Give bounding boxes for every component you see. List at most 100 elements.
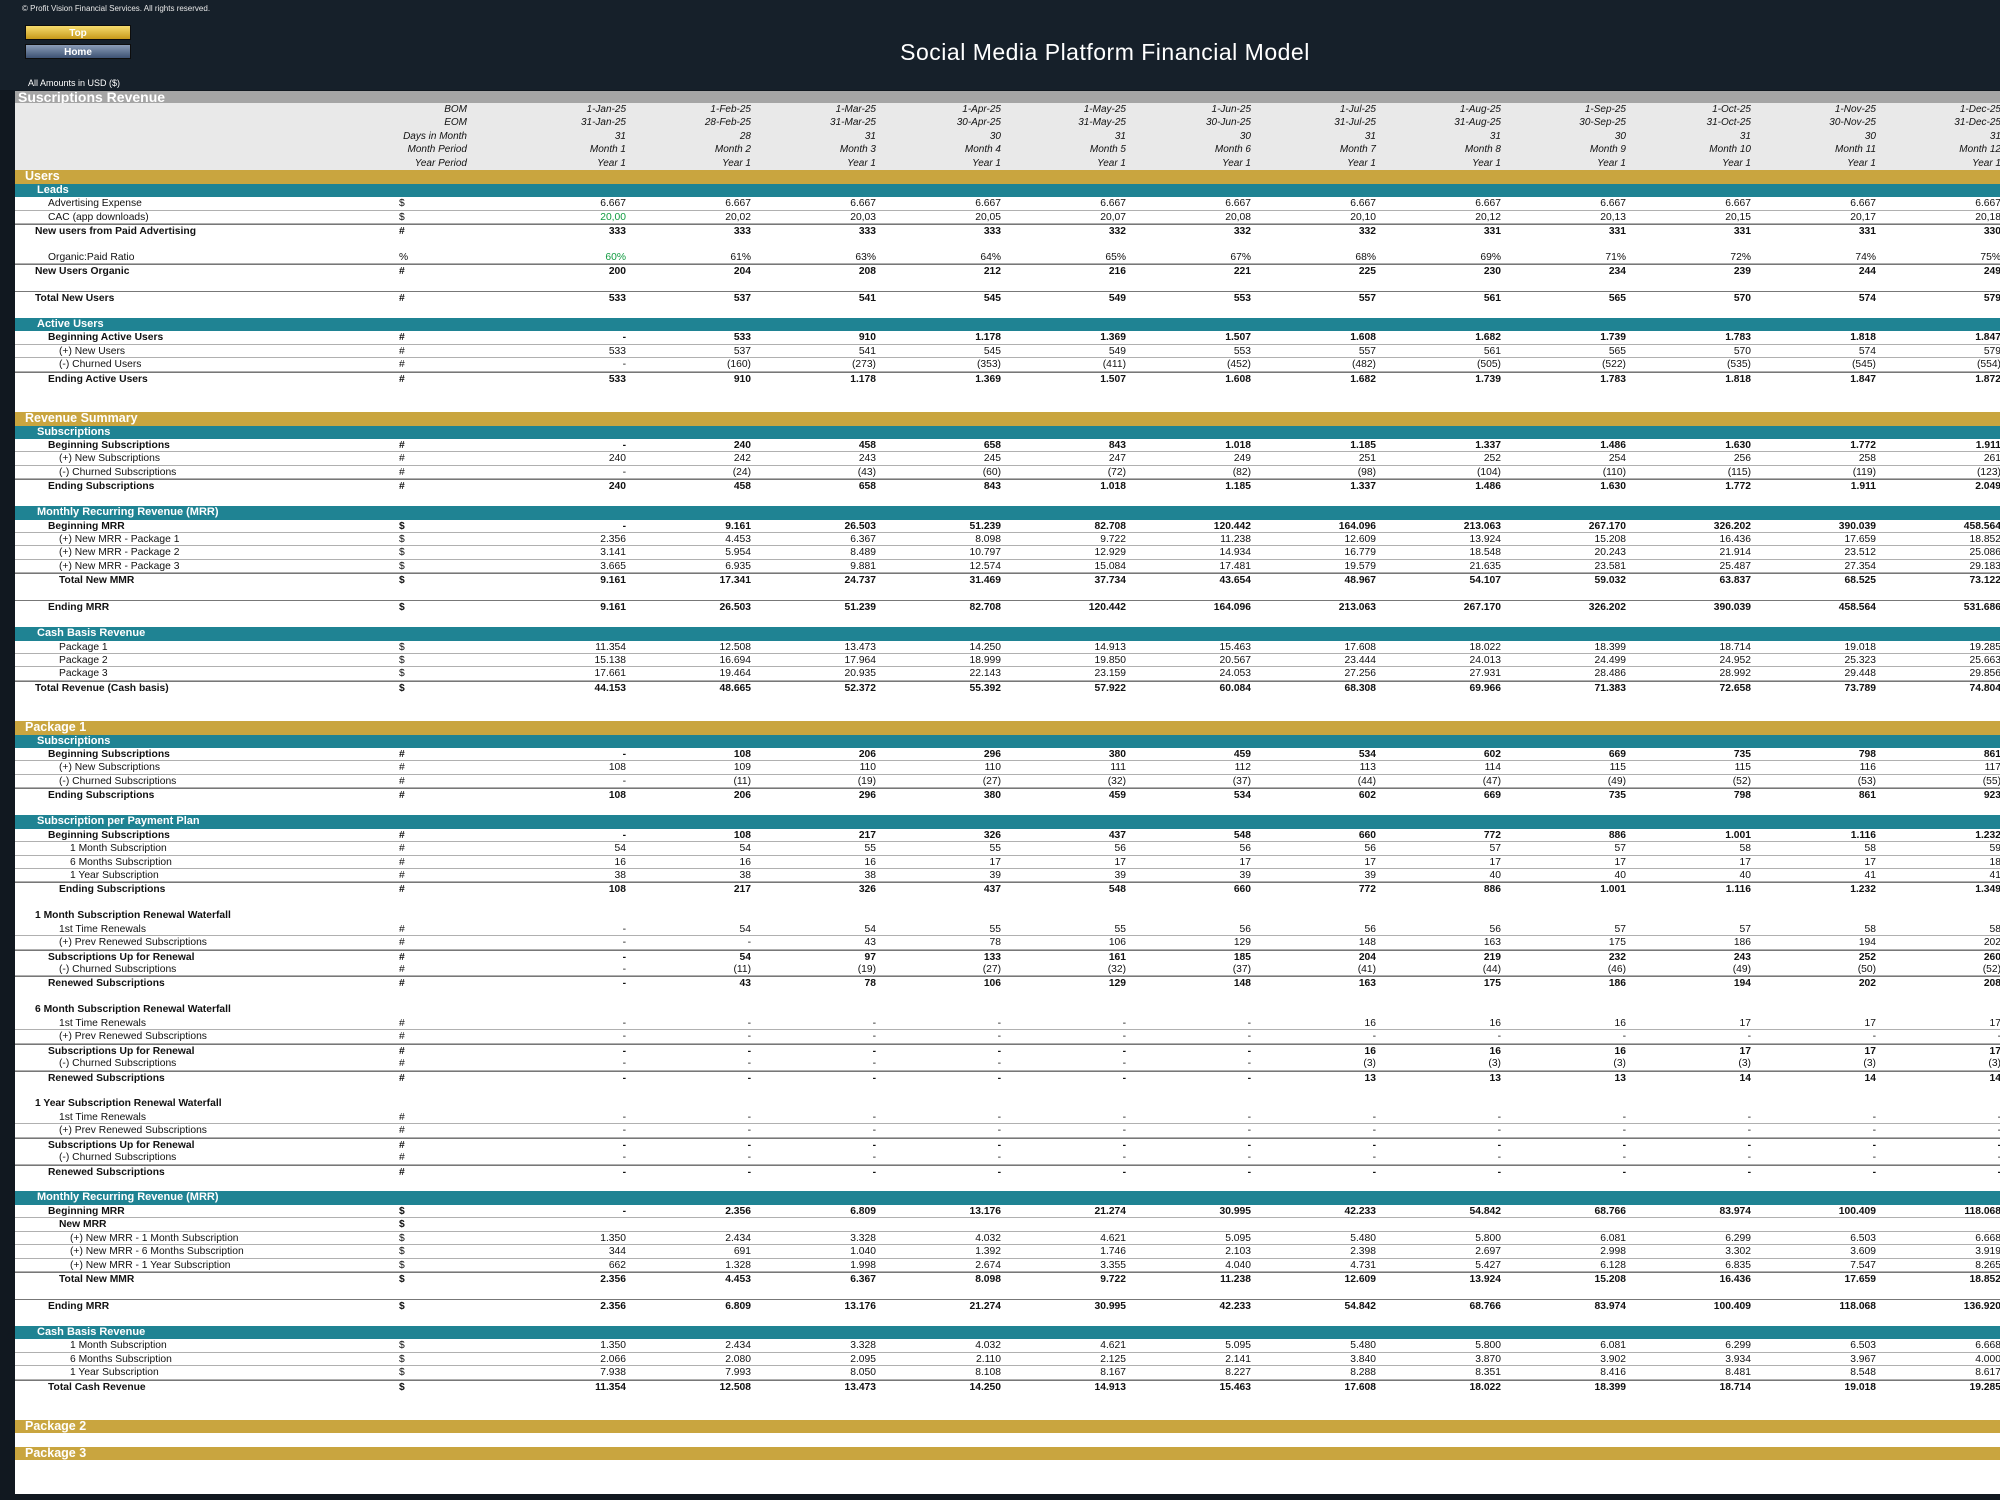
table-cell[interactable]: - [1622,1152,1626,1164]
table-cell[interactable]: 206 [858,749,876,760]
table-cell[interactable]: 458 [858,439,876,451]
table-cell[interactable]: 1.783 [1725,332,1751,344]
table-row[interactable]: 6 Months Subscription $2.066 2.080 2.095 2.1… [15,1353,2000,1367]
table-cell[interactable]: 1.682 [1350,373,1376,385]
table-cell[interactable]: 886 [1608,829,1626,841]
table-cell[interactable]: 111 [1110,762,1126,774]
table-cell[interactable]: - [1247,1031,1251,1043]
table-cell[interactable]: 669 [1608,749,1626,760]
table-cell[interactable]: - [1122,1045,1126,1057]
table-cell[interactable]: (82) [1232,466,1251,478]
table-cell[interactable]: 557 [1358,293,1376,305]
table-cell[interactable]: 570 [1733,293,1751,305]
table-cell[interactable]: 63.837 [1719,575,1752,587]
table-cell[interactable]: - [872,1031,876,1043]
table-cell[interactable]: - [872,1045,876,1057]
table-cell[interactable]: 52.372 [844,682,877,694]
table-cell[interactable]: 117 [1984,762,2000,774]
table-cell[interactable]: (3) [1488,1058,1501,1070]
table-cell[interactable]: 4.621 [1100,1340,1126,1352]
table-row[interactable]: (+) New MRR - 6 Months Subscription $344 6… [15,1245,2000,1259]
table-cell[interactable]: 1.911 [1975,439,2000,451]
table-cell[interactable]: 118.068 [1839,1300,1876,1312]
table-cell[interactable]: 548 [1233,829,1251,841]
table-cell[interactable]: 1.486 [1475,481,1501,493]
table-row[interactable]: Beginning Active Users # - 533 910 1.178 1.369… [15,331,2000,345]
table-cell[interactable]: 17.341 [719,575,752,587]
table-cell[interactable]: 2.356 [600,1274,626,1286]
table-cell[interactable]: 115 [1609,762,1626,774]
table-row[interactable]: (+) New Subscriptions #108 109 110 110 111 112… [15,761,2000,775]
table-cell[interactable]: 58 [1864,843,1876,855]
table-row[interactable]: (+) Prev Renewed Subscriptions # - - 43 78 106… [15,936,2000,950]
table-cell[interactable]: 16 [1489,1045,1501,1057]
table-cell[interactable]: 1.185 [1350,439,1376,451]
table-row[interactable]: Total Cash Revenue $11.354 12.508 13.473 14.… [15,1379,2000,1393]
table-cell[interactable]: 20.243 [1594,547,1627,559]
table-row[interactable]: 1 Month Subscription $1.350 2.434 3.328 4.03… [15,1339,2000,1353]
table-cell[interactable]: 1.818 [1850,332,1876,344]
table-cell[interactable]: 11.354 [595,641,626,653]
table-row[interactable]: Renewed Subscriptions#------------ [15,1164,2000,1179]
table-cell[interactable]: 116 [1859,762,1876,774]
table-cell[interactable]: - [1747,1111,1751,1123]
table-cell[interactable]: 6.668 [1975,1340,2000,1352]
table-cell[interactable]: 16.694 [719,654,752,666]
table-cell[interactable]: 326.202 [1588,602,1626,614]
table-cell[interactable]: - [1872,1031,1876,1043]
table-cell[interactable]: 16.436 [1719,1274,1752,1286]
table-cell[interactable]: 6.367 [850,534,876,545]
table-row[interactable]: Beginning Subscriptions # - 108 206 296 380 459… [15,748,2000,762]
table-cell[interactable]: 17 [1739,1045,1751,1057]
table-cell[interactable]: 240 [733,439,751,451]
table-row[interactable]: Total Revenue (Cash basis) $44.153 48.665 5… [15,680,2000,694]
table-row[interactable]: Total New Users #533 537 541 545 549 553 557 561… [15,291,2000,304]
table-cell[interactable]: 16.436 [1719,534,1752,545]
table-cell[interactable]: 120.442 [1088,602,1126,614]
table-cell[interactable]: 118.068 [1964,1205,2000,1217]
table-cell[interactable]: (452) [1226,359,1251,371]
table-cell[interactable]: 296 [858,790,876,802]
top-button[interactable]: Top [25,25,131,40]
table-cell[interactable]: 18.714 [1719,1381,1752,1393]
table-cell[interactable]: 17.608 [1344,641,1377,653]
table-cell[interactable]: 247 [1108,453,1126,465]
table-cell[interactable]: 40 [1614,869,1626,881]
table-cell[interactable]: (353) [976,359,1001,371]
table-cell[interactable]: 56 [1489,923,1501,935]
table-cell[interactable]: 1.486 [1600,439,1626,451]
table-cell[interactable]: - [622,749,626,760]
table-cell[interactable]: 1.232 [1850,884,1876,896]
table-cell[interactable]: 12.929 [1094,547,1127,559]
table-cell[interactable]: 23.581 [1594,560,1627,572]
table-cell[interactable]: 38 [739,869,751,881]
table-cell[interactable]: 55 [1114,923,1126,935]
table-cell[interactable]: - [872,1111,876,1123]
table-cell[interactable]: 1.783 [1600,373,1626,385]
table-cell[interactable]: 249 [1233,453,1251,465]
table-cell[interactable]: 380 [983,790,1001,802]
table-cell[interactable]: 5.954 [725,547,751,559]
table-cell[interactable]: 6.299 [1725,1232,1751,1244]
table-cell[interactable]: 217 [733,884,751,896]
table-cell[interactable]: - [1881,1166,2000,1179]
table-cell[interactable]: 1.178 [850,373,876,385]
table-cell[interactable]: - [1122,1139,1126,1151]
table-cell[interactable]: 1.001 [1725,829,1751,841]
table-cell[interactable]: - [1872,1152,1876,1164]
table-cell[interactable]: (119) [1852,466,1876,478]
table-cell[interactable]: 148 [1358,937,1376,949]
table-cell[interactable]: 27.256 [1344,668,1377,680]
table-cell[interactable]: 579 [1983,293,2000,305]
table-cell[interactable]: 13.176 [844,1300,877,1312]
table-cell[interactable]: 204 [733,266,751,278]
table-cell[interactable]: 232 [1608,951,1626,963]
table-cell[interactable]: 6.935 [725,560,751,572]
table-cell[interactable]: 213.063 [1338,602,1376,614]
table-cell[interactable]: - [1247,1017,1251,1029]
table-row[interactable]: (+) Prev Renewed Subscriptions # - - - - - - - - -… [15,1030,2000,1044]
table-row[interactable]: New users from Paid Advertising #333 333 33… [15,223,2000,237]
table-cell[interactable]: 4.621 [1100,1232,1126,1244]
table-cell[interactable]: 5.480 [1350,1340,1376,1352]
table-cell[interactable]: 437 [983,884,1001,896]
